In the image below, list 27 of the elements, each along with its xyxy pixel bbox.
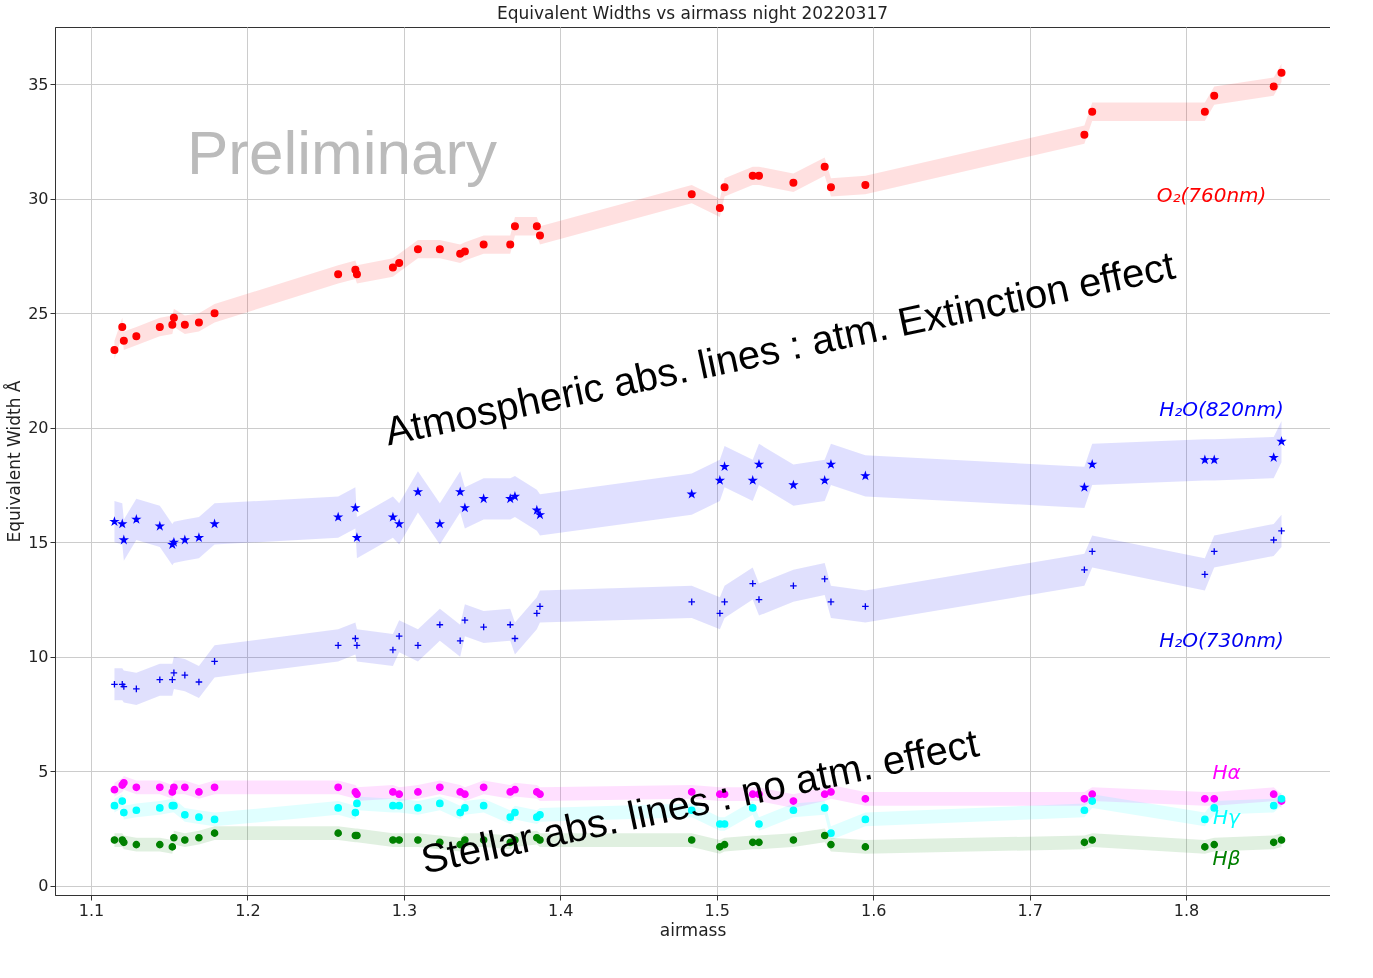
series-label: H₂O(820nm) xyxy=(1159,396,1284,421)
y-tick-label: 10 xyxy=(28,647,49,667)
y-tick-label: 20 xyxy=(28,418,49,438)
x-tick-label: 1.2 xyxy=(235,900,261,920)
y-axis-title: Equivalent Width Å xyxy=(3,380,25,543)
y-tick-label: 0 xyxy=(38,876,49,896)
x-tick-label: 1.6 xyxy=(860,900,887,920)
text: O₂(760nm) xyxy=(1156,182,1267,207)
x-tick-label: 1.4 xyxy=(548,900,574,920)
series-label: Hβ xyxy=(1212,846,1241,871)
x-tick-label: 1.5 xyxy=(704,900,730,920)
x-tick-label: 1.7 xyxy=(1017,900,1043,920)
y-tick-label: 30 xyxy=(28,189,49,209)
y-tick-label: 25 xyxy=(28,303,49,323)
annotation: Preliminary xyxy=(186,118,498,187)
chart-title: Equivalent Widths vs airmass night 20220317 xyxy=(496,3,889,23)
series-label: Hγ xyxy=(1213,804,1242,829)
x-tick-label: 1.1 xyxy=(78,900,105,920)
x-tick-label: 1.3 xyxy=(391,900,418,920)
y-tick-label: 35 xyxy=(28,74,49,94)
annotation: Stellar abs. lines : no atm. effect xyxy=(417,720,983,882)
series-label: Hα xyxy=(1212,760,1241,785)
x-tick-label: 1.8 xyxy=(1173,900,1200,920)
text: H₂O(730nm) xyxy=(1159,627,1284,652)
y-tick-label: 15 xyxy=(28,532,49,552)
y-tick-label: 5 xyxy=(38,761,49,781)
x-axis-title: airmass xyxy=(659,919,727,940)
